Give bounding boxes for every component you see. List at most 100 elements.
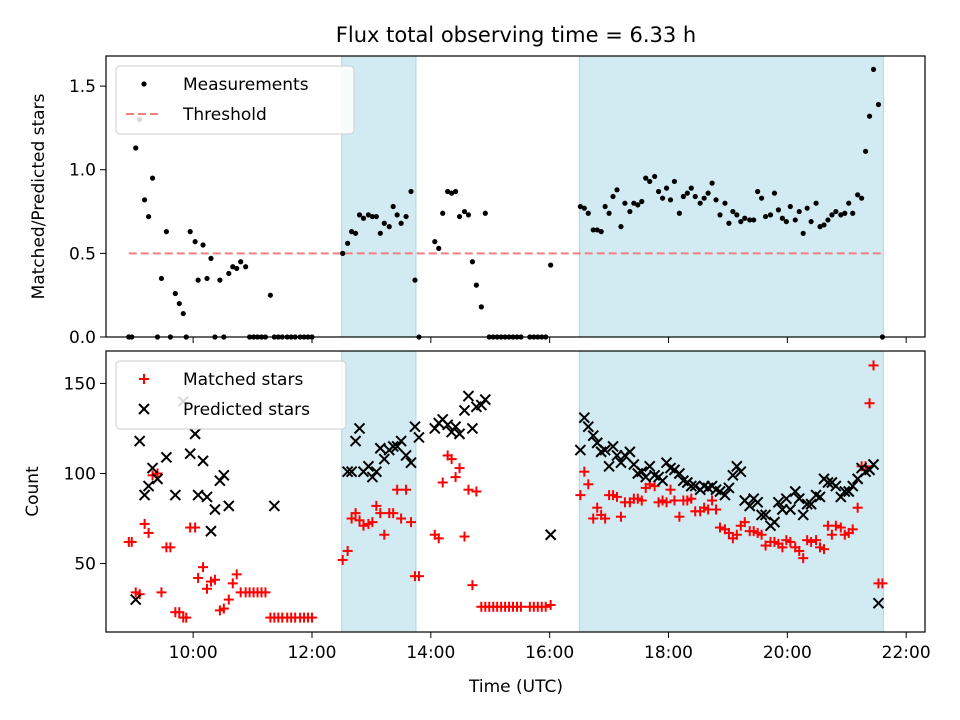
measurement-point — [594, 227, 600, 233]
predicted-star-marker — [466, 422, 479, 435]
predicted-star-marker — [673, 467, 686, 480]
predicted-star-marker — [805, 498, 817, 510]
measurement-point — [398, 220, 404, 226]
y-axis-label: Count — [23, 466, 43, 517]
predicted-marker-b — [664, 462, 677, 474]
predicted-marker-b — [751, 496, 764, 509]
measurement-point — [813, 200, 819, 206]
matched-star-marker — [134, 589, 145, 600]
legend-item: Measurements — [141, 75, 309, 95]
predicted-marker-b — [801, 498, 813, 510]
measurement-point — [577, 203, 583, 210]
measurement-point — [747, 217, 753, 223]
measurement-point — [875, 101, 882, 108]
predicted-marker-b — [138, 489, 151, 501]
measurement-point — [243, 264, 249, 270]
predicted-star-marker — [205, 525, 217, 537]
measurement-point — [478, 304, 484, 310]
measurement-point — [663, 185, 670, 191]
predicted-marker-b — [345, 465, 358, 478]
predicted-star-marker — [789, 485, 801, 498]
measurement-point — [726, 220, 732, 226]
matched-star-marker — [636, 495, 647, 506]
matched-star-marker — [375, 508, 386, 519]
measurement-point — [688, 185, 694, 191]
predicted-star-marker — [731, 460, 743, 472]
legend-item: Matched stars — [139, 370, 303, 390]
predicted-marker-b — [793, 492, 805, 505]
matched-star-marker — [209, 574, 220, 585]
predicted-star-marker — [723, 482, 735, 494]
matched-star-marker — [583, 479, 594, 490]
predicted-star-marker — [578, 411, 591, 424]
measurement-point — [821, 222, 827, 228]
measurement-point — [866, 113, 873, 119]
measurement-point — [436, 245, 442, 251]
matched-star-marker — [835, 522, 846, 533]
measurement-point — [779, 215, 785, 221]
matched-star-marker — [826, 529, 837, 540]
predicted-star-marker — [768, 516, 781, 528]
predicted-star-marker — [475, 399, 488, 411]
measurement-point — [639, 198, 645, 205]
matched-star-marker — [459, 531, 470, 542]
predicted-marker-b — [458, 404, 471, 417]
predicted-star-marker — [607, 440, 619, 453]
predicted-marker-b — [839, 485, 851, 498]
measurement-point — [643, 175, 649, 181]
matched-star-marker — [877, 578, 888, 589]
matched-star-marker — [139, 518, 150, 529]
predicted-star-marker — [146, 462, 159, 474]
x-axis-label: Time (UTC) — [468, 677, 563, 697]
predicted-marker-b — [719, 489, 731, 501]
y-tick-label: 1.0 — [69, 161, 96, 181]
predicted-star-marker — [370, 465, 383, 478]
measurement-point — [234, 265, 240, 272]
measurement-point — [838, 212, 844, 218]
matched-star-marker — [811, 535, 822, 546]
measurement-point — [602, 203, 608, 210]
predicted-star-marker — [378, 453, 390, 465]
measurement-point — [751, 217, 757, 223]
measurement-point — [742, 215, 748, 221]
measurement-point — [356, 212, 363, 218]
measurement-point — [631, 200, 637, 206]
matched-star-marker — [401, 484, 412, 495]
predicted-star-marker — [582, 420, 594, 433]
legend-x-b — [138, 403, 150, 415]
predicted-star-marker — [656, 474, 669, 487]
predicted-star-marker — [453, 428, 466, 440]
measurement-point — [762, 213, 769, 220]
predicted-marker-b — [835, 491, 847, 503]
predicted-star-marker — [391, 440, 403, 453]
predicted-star-marker — [362, 460, 375, 472]
predicted-star-marker — [719, 489, 731, 501]
measurement-point — [598, 229, 604, 235]
matched-star-marker — [665, 484, 676, 495]
matched-star-marker — [379, 529, 390, 540]
measurement-point — [340, 250, 346, 256]
measurement-point — [622, 200, 628, 206]
matched-star-marker — [723, 527, 734, 538]
predicted-star-marker — [345, 465, 358, 478]
predicted-marker-b — [843, 485, 855, 498]
x-tick-label: 10:00 — [169, 643, 218, 663]
predicted-marker-b — [810, 489, 822, 501]
measurement-point — [775, 207, 782, 213]
predicted-marker-b — [723, 482, 735, 494]
predicted-marker-b — [475, 399, 488, 411]
legend-dot-marker — [141, 81, 147, 87]
measurement-point — [859, 195, 865, 201]
y-tick-label: 100 — [64, 464, 96, 484]
measurement-point — [767, 212, 774, 218]
predicted-marker-b — [587, 429, 599, 442]
y-tick-label: 150 — [64, 374, 96, 394]
measurement-point — [659, 195, 666, 201]
measurement-point — [829, 212, 835, 218]
predicted-star-marker — [863, 464, 876, 476]
predicted-marker-b — [615, 456, 627, 469]
predicted-marker-b — [660, 456, 673, 469]
predicted-star-marker — [160, 451, 173, 463]
predicted-marker-b — [400, 449, 412, 462]
matched-star-marker — [231, 569, 242, 580]
